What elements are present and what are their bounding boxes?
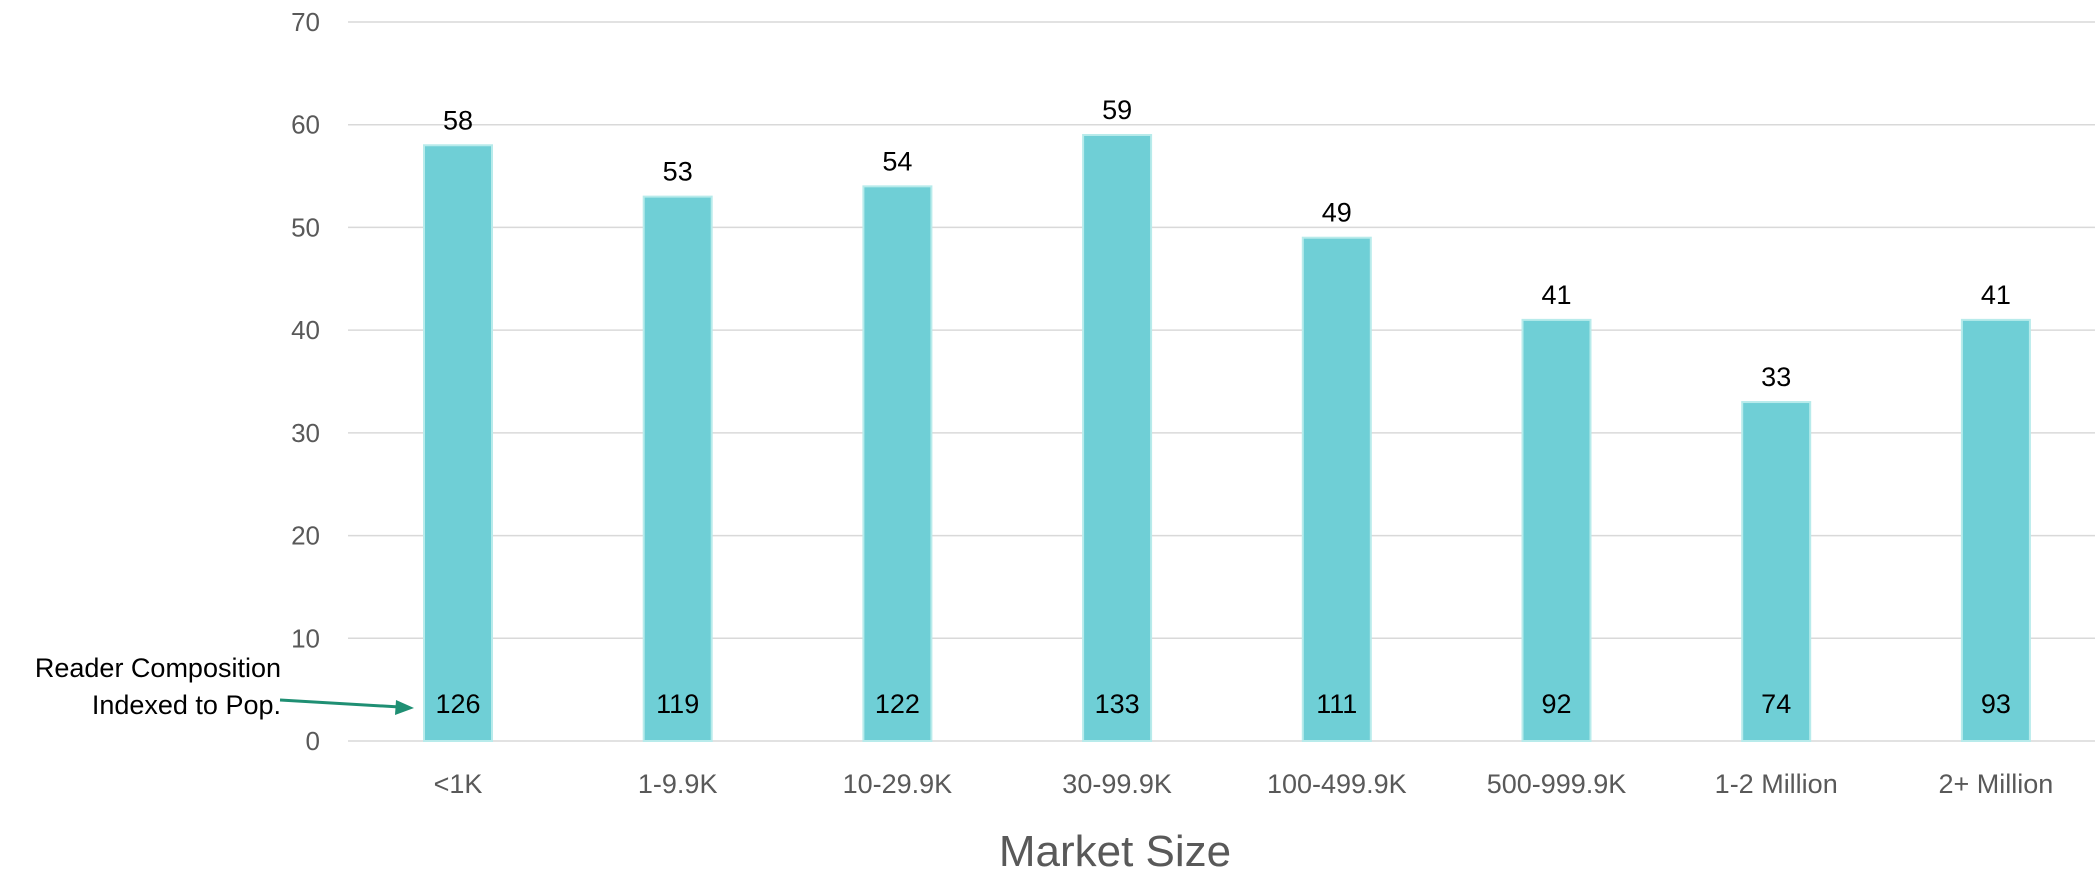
x-tick-label: 10-29.9K (843, 769, 953, 799)
bar-3 (1082, 133, 1153, 742)
index-label: 122 (875, 689, 920, 719)
y-tick-label: 40 (291, 315, 320, 345)
y-tick-label: 50 (291, 212, 320, 242)
bar-0 (423, 144, 493, 742)
annotation: Reader Composition Indexed to Pop. (35, 653, 414, 720)
index-label: 126 (435, 689, 480, 719)
gridlines (348, 21, 2095, 742)
data-label: 33 (1761, 362, 1791, 392)
data-labels: 58 53 54 59 49 41 33 41 (443, 95, 2011, 392)
y-tick-label: 70 (291, 7, 320, 37)
annotation-line-2: Indexed to Pop. (92, 690, 281, 720)
y-tick-label: 30 (291, 418, 320, 448)
x-tick-label: <1K (434, 769, 483, 799)
y-tick-label: 10 (291, 623, 320, 653)
x-axis-title: Market Size (999, 827, 1231, 873)
bars (423, 133, 2031, 743)
bar-2 (862, 185, 933, 743)
index-label: 93 (1981, 689, 2011, 719)
data-label: 54 (882, 146, 912, 176)
bar-6 (1741, 401, 1812, 742)
bar-5 (1521, 318, 1592, 742)
bar-7 (1960, 318, 2031, 742)
x-axis-ticks: <1K 1-9.9K 10-29.9K 30-99.9K 100-499.9K 500-9… (434, 769, 2054, 799)
y-tick-label: 0 (306, 726, 320, 756)
data-label: 49 (1322, 198, 1352, 228)
index-labels: 126 119 122 133 111 92 74 93 (435, 689, 2010, 719)
index-label: 74 (1761, 689, 1791, 719)
data-label: 41 (1981, 280, 2011, 310)
data-label: 58 (443, 105, 473, 135)
x-tick-label: 1-9.9K (638, 769, 718, 799)
bar-1 (642, 195, 713, 743)
x-tick-label: 2+ Million (1938, 769, 2053, 799)
index-label: 92 (1541, 689, 1571, 719)
annotation-line-1: Reader Composition (35, 653, 281, 683)
y-axis-ticks: 0 10 20 30 40 50 60 70 (291, 7, 320, 756)
x-tick-label: 500-999.9K (1487, 769, 1627, 799)
index-label: 119 (656, 689, 699, 719)
index-label: 133 (1095, 689, 1140, 719)
x-tick-label: 1-2 Million (1715, 769, 1838, 799)
x-tick-label: 30-99.9K (1062, 769, 1172, 799)
y-tick-label: 60 (291, 110, 320, 140)
index-label: 111 (1316, 689, 1357, 719)
bar-4 (1301, 236, 1372, 742)
data-label: 41 (1541, 280, 1571, 310)
annotation-arrow (279, 698, 401, 709)
data-label: 53 (663, 157, 693, 187)
y-tick-label: 20 (291, 521, 320, 551)
data-label: 59 (1102, 95, 1132, 125)
annotation-arrowhead (395, 700, 414, 715)
x-tick-label: 100-499.9K (1267, 769, 1407, 799)
